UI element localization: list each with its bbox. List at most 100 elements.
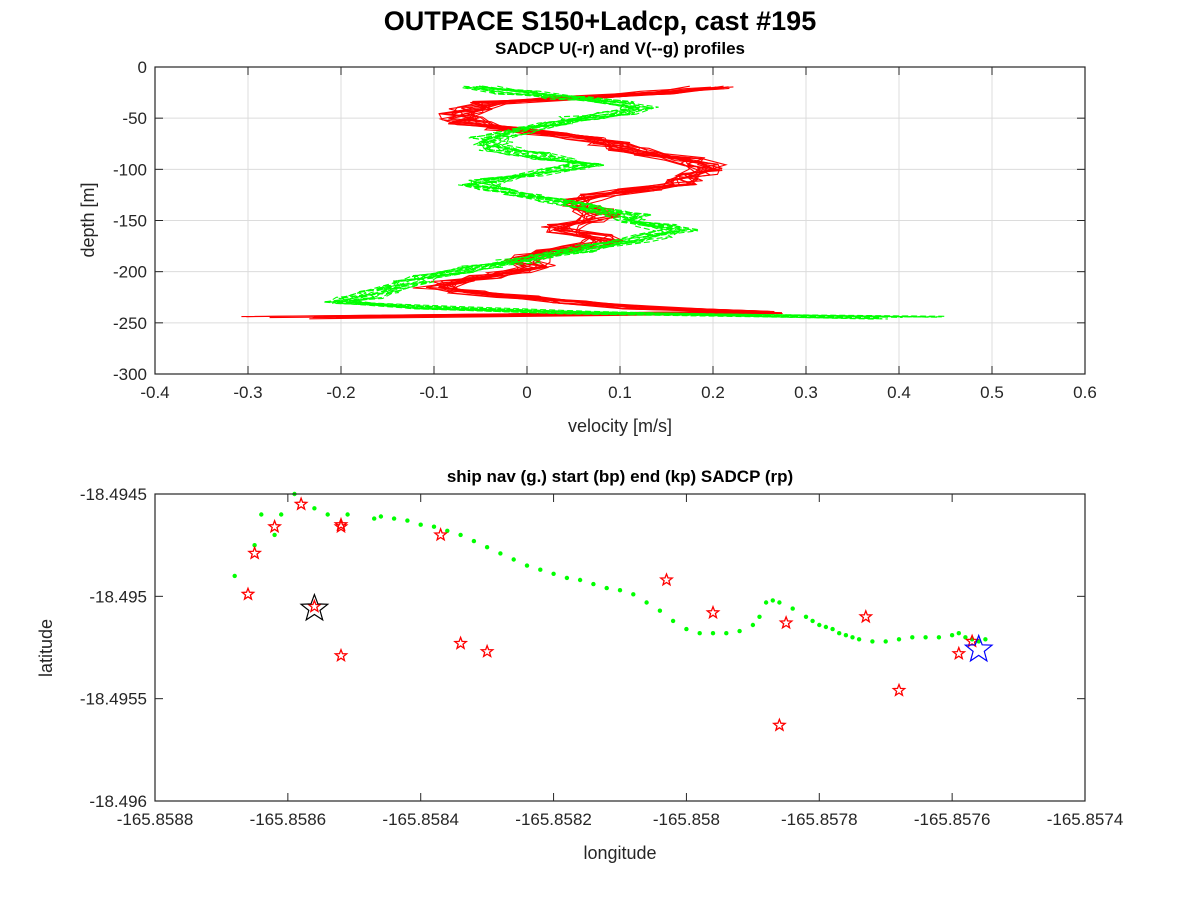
velocity-y-tick-label: -300 (113, 365, 147, 384)
velocity-x-tick-label: 0.4 (887, 383, 911, 402)
ship-nav-point (837, 631, 842, 636)
velocity-x-label: velocity [m/s] (568, 416, 672, 436)
ship-nav-point (498, 551, 503, 556)
ship-nav-plot: -165.8588 -165.8586 -165.8584 -165.8582 -165… (36, 467, 1123, 863)
ship-nav-point (757, 614, 762, 619)
sadcp-star-marker (306, 598, 322, 613)
ship-nav-point (830, 626, 835, 632)
velocity-x-tick-label: 0 (522, 383, 531, 402)
nav-x-tick-label: -165.858 (653, 810, 720, 829)
nav-x-tick-label: -165.8578 (781, 810, 858, 829)
v-velocity-profile-line (324, 87, 940, 318)
velocity-x-tick-label: -0.1 (419, 383, 448, 402)
ship-nav-point (790, 606, 795, 611)
nav-x-tick-label: -165.8588 (117, 810, 194, 829)
velocity-y-tick-label: 0 (138, 58, 147, 77)
ship-nav-point (657, 608, 663, 613)
ship-nav-point (272, 532, 277, 538)
sadcp-star-marker (479, 643, 495, 658)
ship-nav-point (378, 514, 384, 519)
ship-nav-point (763, 600, 769, 605)
velocity-y-label: depth [m] (78, 182, 98, 257)
nav-y-tick-label: -18.495 (89, 587, 147, 606)
ship-nav-point (604, 585, 609, 591)
ship-nav-point (312, 506, 317, 511)
ship-nav-point (770, 598, 775, 603)
ship-nav-point (259, 512, 264, 517)
ship-nav-point (949, 633, 955, 638)
sadcp-star-marker (333, 647, 349, 662)
sadcp-star-marker (333, 518, 349, 534)
sadcp-star-marker (771, 717, 787, 732)
velocity-x-tick-label: 0.2 (701, 383, 725, 402)
nav-x-tick-label: -165.8582 (515, 810, 592, 829)
v-velocity-profile-line (323, 87, 903, 318)
ship-nav-point (391, 516, 397, 521)
sadcp-star-marker (705, 604, 721, 620)
ship-nav-point (591, 581, 596, 587)
sadcp-star-marker (778, 615, 794, 630)
ship-nav-point (577, 577, 583, 583)
v-velocity-profile-line (337, 87, 934, 318)
ship-nav-point (710, 631, 716, 636)
ship-nav-point (670, 618, 676, 624)
ship-nav-point (856, 637, 862, 642)
ship-nav-point (963, 635, 968, 640)
ship-nav-point (956, 631, 961, 636)
velocity-plot-title: SADCP U(-r) and V(--g) profiles (495, 39, 745, 58)
velocity-series-lines (241, 85, 946, 320)
ship-nav-point (883, 639, 888, 644)
nav-y-tick-label: -18.4955 (80, 690, 147, 709)
nav-y-tick-label: -18.496 (89, 792, 147, 811)
sadcp-star-marker (333, 516, 349, 532)
v-velocity-profile-line (339, 87, 888, 320)
ship-nav-point (471, 538, 477, 544)
velocity-y-tick-label: -100 (113, 160, 147, 179)
ship-nav-point (551, 571, 556, 576)
ship-nav-point (644, 600, 649, 605)
ship-nav-point (936, 635, 942, 640)
velocity-x-tick-label: -0.4 (140, 383, 169, 402)
nav-x-label: longitude (583, 843, 656, 863)
velocity-y-tick-label: -200 (113, 263, 147, 282)
ship-nav-point (252, 543, 257, 548)
ship-nav-point (697, 631, 702, 636)
sadcp-star-marker (964, 633, 980, 648)
nav-y-label: latitude (36, 619, 56, 677)
sadcp-star-marker (858, 608, 874, 624)
ship-nav-point (983, 637, 988, 642)
ship-nav-point (870, 639, 875, 644)
ship-nav-point (232, 573, 237, 579)
ship-nav-point (777, 600, 782, 605)
start-position-star (299, 592, 330, 622)
sadcp-star-marker (951, 645, 967, 660)
ship-nav-point (843, 633, 849, 638)
nav-x-tick-label: -165.8586 (250, 810, 327, 829)
ship-nav-point (431, 524, 437, 529)
ship-nav-point (684, 626, 689, 632)
ship-nav-point (750, 622, 756, 628)
ship-nav-point (345, 512, 350, 517)
nav-x-tick-label: -165.8584 (382, 810, 459, 829)
u-velocity-profile-line (241, 86, 769, 318)
sadcp-star-marker (247, 545, 263, 560)
ship-nav-point (372, 516, 377, 521)
figure-title: OUTPACE S150+Ladcp, cast #195 (384, 6, 816, 36)
ship-nav-point (511, 557, 516, 562)
ship-nav-point (850, 635, 855, 640)
velocity-ticks: -0.4 -0.3 -0.2 -0.1 0 0.1 0.2 0.3 0.4 0.5 0.6 -300 -… (113, 58, 1097, 402)
sadcp-star-marker (240, 586, 256, 601)
ship-nav-point (910, 635, 915, 640)
ship-nav-point (817, 622, 822, 628)
velocity-y-tick-label: -150 (113, 212, 147, 231)
ship-nav-point (325, 512, 330, 517)
ship-nav-point (737, 628, 742, 634)
ship-nav-points (232, 491, 994, 732)
ship-nav-point (810, 618, 815, 624)
velocity-x-tick-label: 0.1 (608, 383, 632, 402)
ship-nav-point (524, 563, 530, 568)
velocity-x-tick-label: -0.3 (233, 383, 262, 402)
ship-nav-point (538, 567, 543, 572)
ship-nav-point (445, 528, 450, 533)
ship-nav-point (418, 522, 423, 527)
